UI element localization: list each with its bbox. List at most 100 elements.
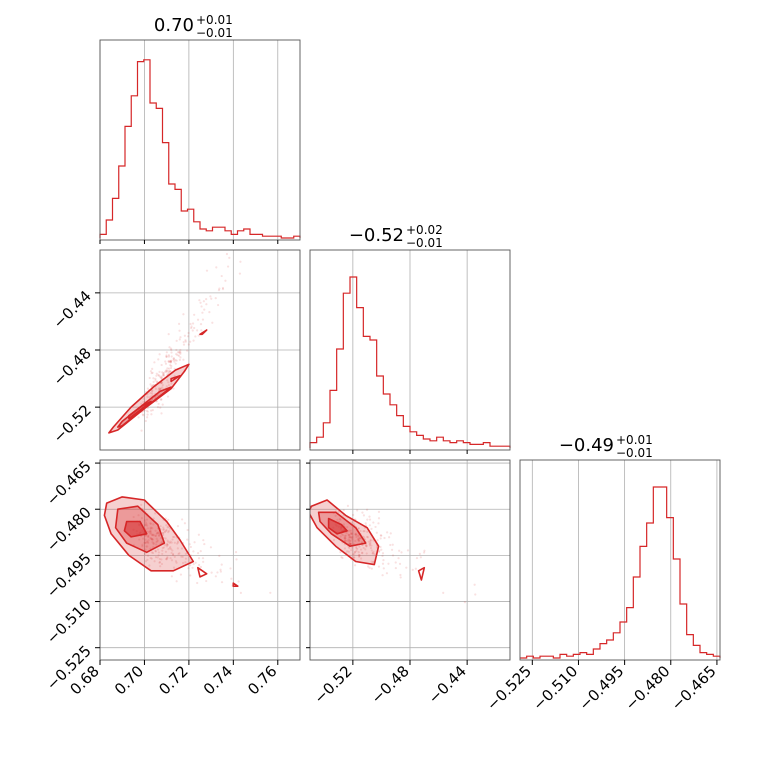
scatter-point bbox=[149, 522, 152, 525]
scatter-point bbox=[158, 353, 161, 356]
scatter-point bbox=[170, 351, 173, 354]
scatter-point bbox=[154, 529, 157, 532]
scatter-point bbox=[138, 538, 141, 541]
scatter-point bbox=[172, 387, 175, 390]
scatter-point bbox=[168, 359, 171, 363]
scatter-point bbox=[162, 528, 165, 532]
scatter-point bbox=[157, 531, 160, 534]
scatter-point bbox=[157, 374, 161, 377]
scatter-point bbox=[359, 557, 363, 560]
scatter-point bbox=[146, 527, 150, 530]
scatter-point bbox=[150, 395, 153, 398]
scatter-point bbox=[370, 544, 373, 547]
scatter-point bbox=[146, 558, 149, 561]
scatter-point bbox=[354, 564, 357, 567]
scatter-point bbox=[175, 580, 178, 583]
scatter-point bbox=[165, 529, 168, 532]
title-param-0: 0.70 +0.01−0.01 bbox=[154, 13, 233, 40]
scatter-point bbox=[160, 376, 163, 379]
scatter-point bbox=[357, 539, 360, 542]
scatter-point bbox=[168, 360, 171, 364]
scatter-point bbox=[160, 562, 164, 566]
contour-level-4 bbox=[232, 582, 239, 588]
scatter-point bbox=[156, 556, 159, 559]
scatter-point bbox=[167, 360, 170, 363]
title-minus-error: −0.01 bbox=[616, 446, 653, 460]
scatter-point bbox=[186, 349, 189, 352]
scatter-point bbox=[144, 552, 147, 555]
scatter-point bbox=[199, 565, 202, 569]
scatter-point bbox=[166, 542, 169, 546]
scatter-point bbox=[141, 545, 144, 548]
scatter-point bbox=[348, 546, 351, 550]
scatter-point bbox=[165, 369, 168, 372]
scatter-point bbox=[184, 557, 188, 560]
scatter-point bbox=[168, 346, 171, 349]
scatter-point bbox=[162, 371, 165, 375]
scatter-point bbox=[383, 536, 386, 540]
scatter-point bbox=[175, 348, 178, 352]
scatter-point bbox=[202, 539, 205, 542]
scatter-point bbox=[178, 350, 181, 353]
scatter-point bbox=[377, 517, 381, 520]
scatter-point bbox=[362, 514, 366, 517]
scatter-point bbox=[152, 533, 155, 536]
scatter-point bbox=[354, 533, 357, 536]
scatter-point bbox=[173, 555, 176, 558]
scatter-point bbox=[202, 560, 205, 563]
scatter-point bbox=[339, 551, 342, 554]
scatter-point bbox=[358, 554, 361, 557]
x-tick-label: −0.48 bbox=[368, 662, 413, 707]
scatter-point bbox=[150, 409, 153, 412]
scatter-point bbox=[380, 534, 383, 537]
scatter-point bbox=[197, 552, 200, 555]
scatter-point bbox=[354, 532, 357, 535]
title-minus-error: −0.01 bbox=[196, 26, 233, 40]
scatter-point bbox=[149, 537, 153, 540]
scatter-point bbox=[145, 409, 148, 412]
scatter-point bbox=[348, 534, 351, 537]
scatter-point bbox=[167, 354, 170, 357]
scatter-point bbox=[368, 524, 371, 527]
title-value: −0.49 bbox=[559, 435, 614, 456]
scatter-point bbox=[178, 358, 181, 361]
scatter-point bbox=[362, 546, 365, 550]
scatter-point bbox=[172, 357, 176, 360]
scatter-point bbox=[423, 549, 426, 552]
scatter-point bbox=[167, 371, 171, 374]
scatter-point bbox=[144, 523, 147, 526]
scatter-point bbox=[144, 548, 147, 551]
x-tick-label: 0.70 bbox=[111, 662, 147, 698]
scatter-point bbox=[156, 539, 159, 542]
scatter-point bbox=[150, 526, 153, 529]
scatter-point bbox=[184, 340, 187, 343]
scatter-point bbox=[192, 339, 195, 342]
scatter-point bbox=[161, 546, 164, 550]
scatter-point bbox=[169, 360, 172, 363]
scatter-point bbox=[225, 252, 229, 256]
scatter-point bbox=[157, 534, 161, 537]
scatter-point bbox=[168, 541, 172, 544]
x-tick-label: −0.510 bbox=[529, 662, 581, 714]
y-tick-label: −0.480 bbox=[43, 503, 95, 555]
scatter-point bbox=[165, 355, 168, 358]
scatter-point bbox=[172, 359, 175, 362]
scatter-point bbox=[149, 527, 152, 531]
scatter-point bbox=[151, 409, 154, 412]
scatter-point bbox=[218, 554, 221, 558]
scatter-point bbox=[159, 398, 163, 401]
scatter-point bbox=[155, 540, 158, 544]
scatter-point bbox=[463, 601, 466, 604]
scatter-point bbox=[418, 552, 421, 556]
scatter-point bbox=[168, 369, 171, 373]
scatter-point bbox=[210, 297, 213, 300]
scatter-point bbox=[159, 537, 163, 540]
scatter-point bbox=[142, 397, 145, 400]
scatter-point bbox=[150, 551, 154, 554]
scatter-point bbox=[172, 535, 175, 539]
scatter-point bbox=[239, 591, 242, 594]
scatter-point bbox=[162, 528, 165, 531]
scatter-point bbox=[348, 536, 351, 539]
x-tick-label: −0.52 bbox=[310, 662, 355, 707]
